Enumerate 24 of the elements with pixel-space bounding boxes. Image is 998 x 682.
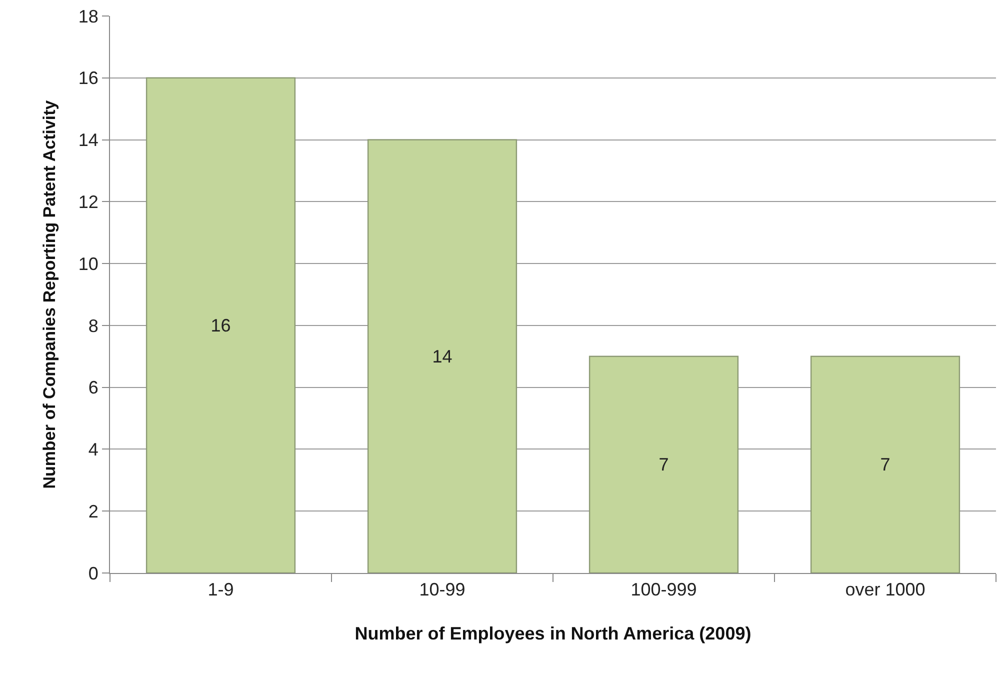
y-tick-label: 10 xyxy=(78,254,98,274)
y-tick-label: 8 xyxy=(88,316,98,336)
bar xyxy=(588,356,739,573)
y-tick-label: 14 xyxy=(78,130,98,150)
y-tick-label: 4 xyxy=(88,440,98,460)
y-tick-label: 6 xyxy=(88,378,98,398)
data-label: 16 xyxy=(210,315,231,336)
y-tick-label: 16 xyxy=(78,68,98,88)
y-tick-label: 0 xyxy=(88,563,98,584)
data-label: 7 xyxy=(658,454,669,475)
x-tick-label: 10-99 xyxy=(419,580,466,600)
x-tick-label: 100-999 xyxy=(630,580,697,600)
x-axis-title: Number of Employees in North America (2009) xyxy=(354,624,752,644)
y-axis-title: Number of Companies Reporting Patent Activity xyxy=(40,100,59,489)
bar xyxy=(146,77,296,573)
y-tick-label: 12 xyxy=(78,192,98,212)
x-tick-label: over 1000 xyxy=(845,580,926,600)
data-label: 7 xyxy=(880,454,890,475)
data-label: 14 xyxy=(432,346,452,366)
bar xyxy=(810,356,960,573)
y-tick-label: 18 xyxy=(78,6,98,26)
y-tick-label: 2 xyxy=(88,501,98,522)
x-tick-label: 1-9 xyxy=(208,580,234,600)
bar xyxy=(367,139,518,573)
